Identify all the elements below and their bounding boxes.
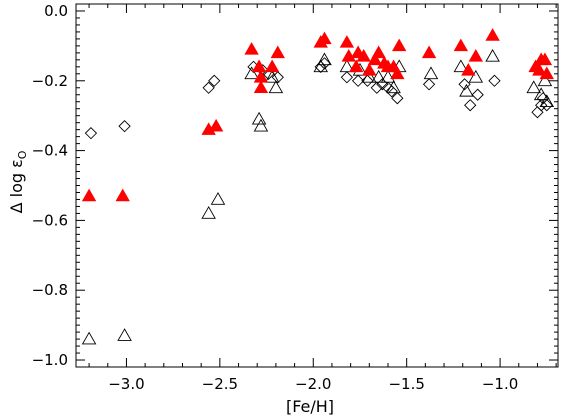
open-diamond-point (340, 71, 354, 84)
open-triangle-point (244, 66, 259, 80)
open-diamond-point (488, 74, 501, 87)
open-diamond-point (351, 74, 365, 87)
x-axis-label: [Fe/H] (286, 397, 334, 416)
filled-triangle-point (317, 31, 332, 45)
open-triangle-point (317, 52, 332, 66)
open-triangle-point (313, 59, 329, 73)
filled-triangle-point (339, 35, 355, 48)
x-tick-label: −1.5 (388, 375, 424, 393)
points-layer (81, 28, 555, 345)
filled-triangle-point (485, 28, 500, 41)
open-diamond-point (84, 127, 98, 140)
open-triangle-point (533, 87, 549, 101)
open-triangle-point (453, 59, 469, 73)
open-diamond-point (391, 92, 404, 105)
x-tick-label: −1.0 (482, 375, 518, 393)
open-diamond-point (208, 74, 221, 87)
filled-triangle-point (81, 188, 97, 202)
open-diamond-point (540, 99, 553, 112)
open-diamond-point (118, 120, 131, 133)
open-triangle-point (539, 94, 555, 108)
y-tick-label: −0.6 (32, 211, 68, 229)
open-diamond-point (458, 78, 471, 91)
filled-triangle-point (253, 80, 269, 94)
open-diamond-point (535, 99, 548, 112)
filled-triangle-point (532, 63, 547, 76)
filled-triangle-point (453, 38, 469, 52)
open-triangle-point (380, 69, 396, 83)
open-triangle-point (81, 331, 97, 345)
filled-triangle-point (244, 42, 259, 55)
y-tick-label: −0.8 (32, 281, 68, 299)
filled-triangle-point (468, 49, 483, 62)
x-tick-label: −3.0 (108, 375, 144, 393)
filled-triangle-point (539, 66, 554, 80)
filled-triangle-point (421, 45, 437, 59)
filled-triangle-point (115, 188, 130, 202)
open-diamond-point (361, 74, 374, 87)
open-triangle-point (339, 59, 355, 73)
filled-triangle-point (349, 59, 364, 73)
y-tick-label: −0.4 (32, 142, 68, 160)
filled-triangle-point (356, 49, 371, 62)
filled-triangle-point (270, 45, 285, 59)
open-diamond-point (318, 57, 331, 70)
y-axis-label: Δ log εO (7, 150, 29, 213)
filled-triangle-point (251, 59, 267, 73)
x-axis-ticks: −3.0 −2.5 −2.0 −1.5 −1.0 (88, 4, 557, 393)
open-diamond-point (370, 81, 383, 94)
y-axis-ticks: 0.0 −0.2 −0.4 −0.6 −0.8 −1.0 (32, 2, 558, 369)
y-axis-label-main: Δ log ε (7, 159, 26, 213)
y-axis-label-subscript: O (16, 150, 29, 159)
filled-triangle-point (362, 63, 377, 76)
open-triangle-point (362, 69, 377, 83)
open-triangle-point (264, 69, 280, 83)
open-triangle-point (526, 80, 541, 94)
open-triangle-point (201, 206, 216, 219)
filled-triangle-point (264, 59, 280, 73)
filled-triangle-point (208, 118, 224, 132)
x-tick-label: −2.0 (295, 375, 331, 393)
open-triangle-point (386, 80, 401, 94)
open-triangle-point (253, 118, 269, 132)
open-triangle-point (117, 328, 132, 341)
filled-triangle-point (367, 52, 383, 66)
open-triangle-point (485, 48, 500, 62)
open-triangle-point (371, 69, 386, 83)
y-tick-label: 0.0 (44, 2, 68, 20)
open-triangle-point (459, 83, 474, 97)
open-diamond-point (271, 71, 284, 84)
filled-triangle-point (392, 38, 407, 52)
open-triangle-point (210, 192, 226, 205)
filled-triangle-point (390, 66, 405, 80)
open-triangle-point (468, 69, 484, 83)
open-diamond-point (202, 81, 215, 94)
open-diamond-point (464, 99, 477, 112)
x-tick-label: −2.5 (202, 375, 238, 393)
open-triangle-point (423, 66, 439, 80)
open-triangle-point (537, 73, 553, 87)
filled-triangle-point (341, 49, 356, 62)
filled-triangle-point (461, 63, 476, 76)
y-tick-label: −1.0 (32, 351, 68, 369)
filled-triangle-point (371, 45, 386, 59)
open-diamond-point (471, 88, 484, 101)
open-triangle-point (251, 111, 267, 125)
filled-triangle-point (537, 52, 553, 66)
open-diamond-point (385, 85, 398, 98)
open-diamond-point (422, 78, 436, 91)
open-triangle-point (268, 80, 284, 94)
y-tick-label: −0.2 (32, 72, 68, 90)
